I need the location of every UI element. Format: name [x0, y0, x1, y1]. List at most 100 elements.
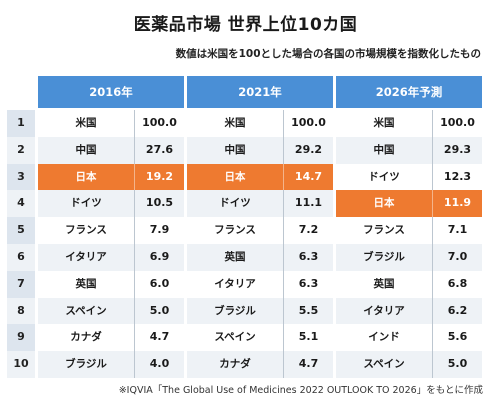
rank-cell: 6: [7, 243, 35, 271]
rank-cell: 10: [7, 351, 35, 378]
country-name: フランス: [38, 217, 135, 244]
table-row: ドイツ 12.3: [336, 163, 482, 191]
block-header: 2026年予測: [336, 76, 482, 108]
source-note: ※IQVIA「The Global Use of Medicines 2022 …: [118, 385, 483, 396]
country-name: ブラジル: [187, 297, 284, 325]
table-row: 英国 6.3: [187, 243, 333, 271]
country-name: イタリア: [187, 270, 284, 298]
table-row: 英国 6.0: [38, 270, 184, 298]
country-name: 中国: [336, 136, 433, 164]
rank-column: 1 2 3 4 5 6 7 8 9 10: [7, 110, 35, 378]
index-value: 5.1: [298, 330, 319, 344]
table-row: スペイン 5.0: [38, 297, 184, 325]
table-row: 米国 100.0: [187, 110, 333, 137]
rank-cell: 2: [7, 136, 35, 164]
table-row: ブラジル 5.5: [187, 297, 333, 325]
table-row: フランス 7.2: [187, 217, 333, 244]
country-name: ブラジル: [336, 243, 433, 271]
index-value: 4.7: [298, 357, 319, 371]
index-value: 100.0: [440, 116, 475, 129]
index-value: 7.1: [447, 223, 468, 237]
country-name: ドイツ: [187, 190, 284, 218]
chart-subtitle: 数値は米国を100とした場合の各国の市場規模を指数化したもの: [175, 48, 481, 60]
country-name: スペイン: [336, 351, 433, 378]
table-row: ドイツ 11.1: [187, 190, 333, 218]
index-value: 7.0: [447, 249, 468, 263]
country-name: イタリア: [38, 243, 135, 271]
country-name: フランス: [336, 217, 433, 244]
table-row: カナダ 4.7: [187, 351, 333, 378]
rank-cell: 5: [7, 217, 35, 244]
country-name: 英国: [187, 243, 284, 271]
rank-cell: 7: [7, 270, 35, 298]
table-row: 米国 100.0: [336, 110, 482, 137]
country-name: イタリア: [336, 297, 433, 325]
index-value: 6.9: [149, 249, 170, 263]
table-row: スペイン 5.0: [336, 351, 482, 378]
table-row: 中国 29.3: [336, 136, 482, 164]
index-value: 14.7: [294, 169, 323, 183]
rank-cell: 9: [7, 324, 35, 352]
table-row: 中国 29.2: [187, 136, 333, 164]
block-2016: 2016年 米国 100.0 中国 27.6 日本 19.2 ドイツ 10.5 フランス 7.9 イ…: [38, 76, 184, 378]
index-value: 27.6: [145, 142, 174, 156]
table-row: フランス 7.1: [336, 217, 482, 244]
country-name: 日本: [336, 190, 433, 218]
index-value: 6.3: [298, 276, 319, 290]
index-value: 11.1: [294, 196, 323, 210]
table-row: フランス 7.9: [38, 217, 184, 244]
index-value: 100.0: [291, 116, 326, 129]
block-2021: 2021年 米国 100.0 中国 29.2 日本 14.7 ドイツ 11.1 フランス 7.2 英…: [187, 76, 333, 378]
rank-cell: 1: [7, 110, 35, 137]
block-header: 2016年: [38, 76, 184, 108]
block-header: 2021年: [187, 76, 333, 108]
table-row: 中国 27.6: [38, 136, 184, 164]
table-row: イタリア 6.9: [38, 243, 184, 271]
index-value: 6.0: [149, 276, 170, 290]
table-row: 日本 14.7: [187, 163, 333, 191]
country-name: 米国: [336, 110, 433, 137]
index-value: 10.5: [145, 196, 174, 210]
index-value: 12.3: [443, 169, 472, 183]
index-value: 19.2: [145, 169, 174, 183]
country-name: 英国: [336, 270, 433, 298]
index-value: 5.0: [447, 357, 468, 371]
index-value: 5.0: [149, 303, 170, 317]
country-name: スペイン: [187, 324, 284, 352]
table-row: ドイツ 10.5: [38, 190, 184, 218]
index-value: 6.2: [447, 303, 468, 317]
table-row: イタリア 6.3: [187, 270, 333, 298]
table-row: 日本 11.9: [336, 190, 482, 218]
table-row: イタリア 6.2: [336, 297, 482, 325]
country-name: 米国: [38, 110, 135, 137]
country-name: 日本: [38, 163, 135, 191]
rank-cell: 3: [7, 163, 35, 191]
index-value: 11.9: [443, 196, 472, 210]
index-value: 5.6: [447, 330, 468, 344]
index-value: 4.0: [149, 357, 170, 371]
table-row: スペイン 5.1: [187, 324, 333, 352]
table-row: ブラジル 7.0: [336, 243, 482, 271]
index-value: 29.2: [294, 142, 323, 156]
index-value: 29.3: [443, 142, 472, 156]
country-name: 日本: [187, 163, 284, 191]
rank-cell: 4: [7, 190, 35, 218]
country-name: 中国: [38, 136, 135, 164]
block-rows: 米国 100.0 中国 27.6 日本 19.2 ドイツ 10.5 フランス 7.9 イタリア 6.9…: [38, 110, 184, 378]
country-name: スペイン: [38, 297, 135, 325]
block-rows: 米国 100.0 中国 29.2 日本 14.7 ドイツ 11.1 フランス 7.2 英国 6.3 イタ…: [187, 110, 333, 378]
country-name: カナダ: [187, 351, 284, 378]
country-name: カナダ: [38, 324, 135, 352]
table-row: インド 5.6: [336, 324, 482, 352]
country-name: ブラジル: [38, 351, 135, 378]
country-name: インド: [336, 324, 433, 352]
country-name: フランス: [187, 217, 284, 244]
index-value: 7.9: [149, 223, 170, 237]
table-row: カナダ 4.7: [38, 324, 184, 352]
block-rows: 米国 100.0 中国 29.3 ドイツ 12.3 日本 11.9 フランス 7.1 ブラジル 7.0…: [336, 110, 482, 378]
country-name: 中国: [187, 136, 284, 164]
index-value: 7.2: [298, 223, 319, 237]
table-row: ブラジル 4.0: [38, 351, 184, 378]
block-2026-forecast: 2026年予測 米国 100.0 中国 29.3 ドイツ 12.3 日本 11.9 フランス 7.…: [336, 76, 482, 378]
index-value: 5.5: [298, 303, 319, 317]
